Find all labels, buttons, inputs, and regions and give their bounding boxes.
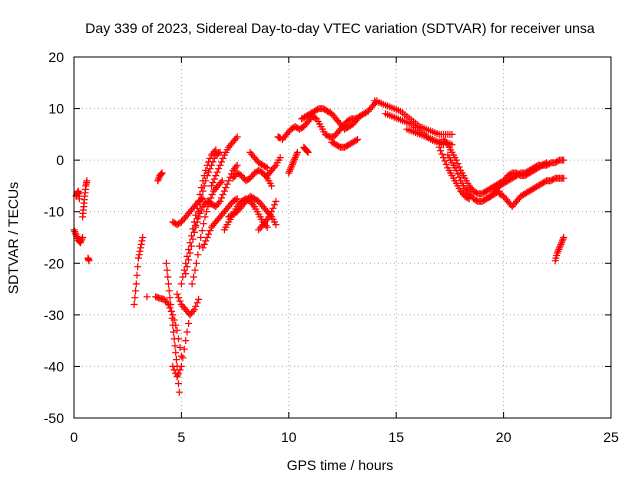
series-arc-29 bbox=[300, 143, 312, 156]
x-tick-label: 0 bbox=[70, 429, 78, 445]
data-point-markers bbox=[72, 187, 83, 203]
y-tick-label: 20 bbox=[48, 49, 64, 65]
series-arc-40 bbox=[551, 234, 568, 265]
y-tick-label: -40 bbox=[44, 358, 64, 374]
series-arc-5 bbox=[130, 234, 147, 308]
series-arc-38 bbox=[482, 159, 551, 203]
series-arc-26 bbox=[298, 105, 361, 133]
series-arc-6 bbox=[143, 293, 151, 301]
data-point-markers bbox=[328, 136, 361, 151]
data-point-markers bbox=[263, 154, 284, 180]
series-arc-36 bbox=[435, 143, 473, 203]
data-point-markers bbox=[169, 195, 207, 229]
y-tick-label: -10 bbox=[44, 204, 64, 220]
x-axis-label: GPS time / hours bbox=[287, 457, 394, 473]
series-arc-3 bbox=[79, 177, 91, 221]
axis-ticks bbox=[73, 56, 612, 419]
y-tick-label: 0 bbox=[56, 152, 64, 168]
data-point-markers bbox=[274, 133, 284, 142]
y-axis-label: SDTVAR / TECUs bbox=[5, 182, 21, 294]
tick-labels: 0 5 10 15 20 25 -50 -40 -30 -20 -10 0 10 20 bbox=[44, 49, 619, 445]
data-point-markers bbox=[130, 234, 147, 308]
data-point-markers bbox=[551, 234, 568, 265]
x-tick-label: 10 bbox=[281, 429, 297, 445]
plot-frame bbox=[73, 56, 612, 419]
data-point-markers bbox=[190, 161, 241, 236]
series-arc-17 bbox=[199, 195, 241, 252]
y-tick-label: -30 bbox=[44, 307, 64, 323]
data-point-markers bbox=[173, 290, 203, 319]
data-point-markers bbox=[371, 97, 456, 138]
data-point-markers bbox=[435, 143, 473, 203]
chart-title: Day 339 of 2023, Sidereal Day-to-day VTE… bbox=[85, 20, 595, 36]
series-arc-10 bbox=[169, 311, 194, 381]
series-arc-12 bbox=[173, 290, 203, 319]
data-point-markers bbox=[278, 97, 381, 143]
series-arc-18 bbox=[208, 133, 241, 190]
series-arc-30 bbox=[274, 133, 284, 142]
series-arc-24 bbox=[263, 154, 284, 180]
series-arc-16 bbox=[190, 161, 241, 236]
series-arc-22 bbox=[246, 148, 271, 172]
data-point-markers bbox=[246, 148, 271, 172]
series-arc-9 bbox=[162, 259, 183, 396]
series-arc-4 bbox=[84, 254, 93, 265]
series-arc-25 bbox=[278, 97, 381, 143]
data-point-markers bbox=[143, 293, 151, 301]
data-point-markers bbox=[255, 197, 280, 234]
y-tick-label: -20 bbox=[44, 255, 64, 271]
data-point-markers bbox=[495, 174, 568, 211]
data-point-markers bbox=[84, 254, 93, 265]
series-arc-2 bbox=[72, 187, 83, 203]
x-tick-label: 15 bbox=[388, 429, 404, 445]
data-point-markers bbox=[162, 259, 183, 396]
data-point-markers bbox=[285, 148, 301, 177]
y-tick-label: -50 bbox=[44, 410, 64, 426]
data-point-markers bbox=[482, 159, 551, 203]
data-points bbox=[70, 97, 568, 396]
data-point-markers bbox=[154, 169, 166, 185]
data-point-markers bbox=[169, 311, 194, 381]
series-arc-7 bbox=[154, 169, 166, 185]
data-point-markers bbox=[298, 105, 361, 133]
series-arc-11 bbox=[169, 195, 207, 229]
data-point-markers bbox=[300, 143, 312, 156]
data-point-markers bbox=[199, 195, 241, 252]
data-point-markers bbox=[208, 133, 241, 190]
series-arc-23 bbox=[255, 197, 280, 234]
data-point-markers bbox=[79, 177, 91, 221]
x-tick-label: 20 bbox=[496, 429, 512, 445]
x-tick-label: 5 bbox=[178, 429, 186, 445]
series-arc-39 bbox=[495, 174, 568, 211]
series-arc-27 bbox=[328, 136, 361, 151]
series-arc-31 bbox=[371, 97, 456, 138]
y-tick-label: 10 bbox=[48, 101, 64, 117]
series-arc-28 bbox=[285, 148, 301, 177]
x-tick-label: 25 bbox=[603, 429, 619, 445]
